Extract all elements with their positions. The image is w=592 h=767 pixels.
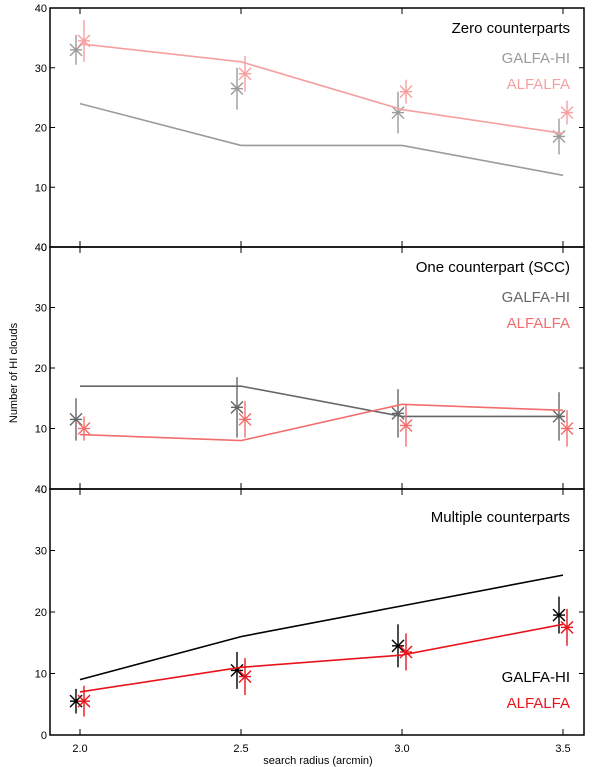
x-tick-label: 2.0: [72, 743, 87, 755]
y-tick-label: 40: [35, 3, 47, 15]
series-line-alfalfa: [79, 43, 564, 135]
series-line-galfa-hi: [80, 385, 563, 418]
y-tick-label: 40: [35, 484, 47, 496]
panel-2-frame: [49, 246, 585, 490]
y-tick-label: 0: [41, 242, 47, 254]
panel-title: One counterpart (SCC): [416, 259, 570, 276]
y-tick-label: 10: [35, 669, 47, 681]
y-tick-label: 10: [35, 182, 47, 194]
series-line-alfalfa: [79, 623, 564, 693]
y-tick-label: 10: [35, 424, 47, 436]
x-axis-title: search radius (arcmin): [263, 755, 372, 767]
panel-title: Zero counterparts: [452, 20, 570, 37]
y-tick-label: 0: [41, 484, 47, 496]
y-tick-label: 40: [35, 242, 47, 254]
series-line-alfalfa: [79, 403, 564, 442]
y-tick-label: 20: [35, 363, 47, 375]
x-tick-label: 3.0: [394, 743, 409, 755]
panel-1-frame: [49, 7, 585, 248]
y-tick-label: 0: [41, 730, 47, 742]
legend-label: ALFALFA: [507, 315, 570, 332]
x-tick-label: 3.5: [555, 743, 570, 755]
x-tick-label: 2.5: [233, 743, 248, 755]
legend-label: ALFALFA: [507, 76, 570, 93]
legend-label: GALFA-HI: [502, 669, 570, 686]
y-tick-label: 20: [35, 607, 47, 619]
legend-label: GALFA-HI: [502, 50, 570, 67]
y-axis-title: Number of HI clouds: [8, 322, 20, 423]
y-tick-label: 30: [35, 63, 47, 75]
legend-label: ALFALFA: [507, 695, 570, 712]
y-tick-label: 30: [35, 546, 47, 558]
legend-label: GALFA-HI: [502, 289, 570, 306]
y-tick-label: 30: [35, 303, 47, 315]
series-line-galfa-hi: [79, 102, 564, 177]
y-tick-label: 20: [35, 123, 47, 135]
panel-title: Multiple counterparts: [431, 509, 570, 526]
series-line-galfa-hi: [79, 574, 564, 681]
